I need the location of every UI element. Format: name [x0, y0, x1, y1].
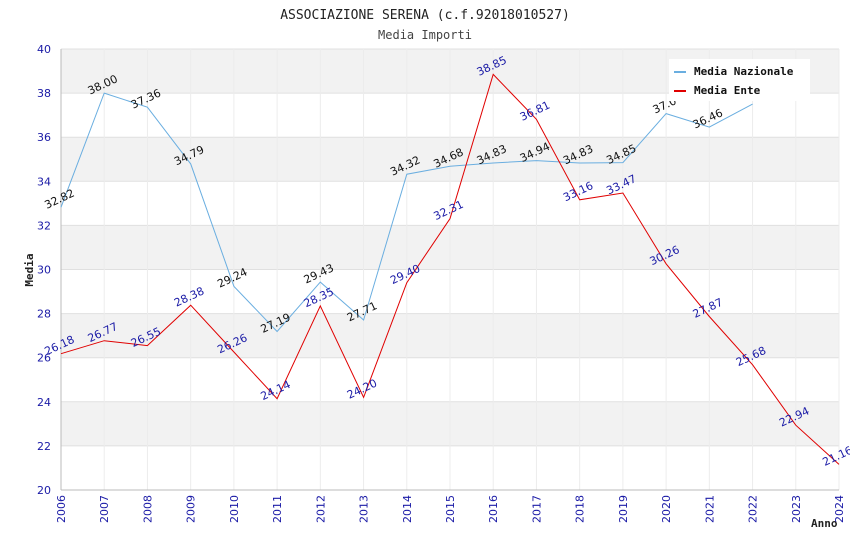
data-label: 28.35 — [302, 285, 336, 310]
legend-entry: Media Ente — [694, 84, 761, 97]
legend-box — [669, 59, 810, 101]
x-tick-label: 2007 — [98, 495, 111, 523]
series-lines — [60, 73, 840, 465]
x-tick-labels: 2006 2007 2008 2009 2010 2011 2012 2013 2014 2015… — [55, 495, 846, 523]
chart-title: ASSOCIAZIONE SERENA (c.f.92018010527) — [280, 8, 570, 23]
x-tick-label: 2013 — [358, 495, 371, 523]
data-label: 32.31 — [431, 198, 465, 223]
y-tick-label: 32 — [37, 219, 51, 232]
data-label: 33.16 — [561, 179, 595, 204]
data-label: 32.82 — [42, 187, 76, 212]
data-label: 24.20 — [345, 377, 379, 402]
data-label: 21.16 — [820, 444, 850, 469]
y-tick-label: 26 — [37, 352, 51, 365]
data-label: 28.38 — [172, 285, 206, 310]
data-label: 36.81 — [518, 99, 552, 124]
series-line-ente — [60, 73, 840, 465]
x-tick-label: 2014 — [401, 495, 414, 523]
y-axis-label: Media — [23, 253, 36, 286]
y-tick-labels: 20 22 24 26 28 30 32 34 36 38 40 — [37, 43, 51, 497]
y-tick-label: 30 — [37, 264, 51, 277]
y-tick-label: 20 — [37, 484, 51, 497]
y-tick-label: 38 — [37, 87, 51, 100]
gridlines — [60, 48, 840, 491]
y-tick-label: 24 — [37, 396, 51, 409]
x-tick-label: 2024 — [833, 495, 846, 523]
x-tick-label: 2012 — [314, 495, 327, 523]
legend: Media Nazionale Media Ente — [669, 59, 810, 101]
y-tick-label: 34 — [37, 175, 51, 188]
x-tick-label: 2016 — [487, 495, 500, 523]
x-tick-label: 2021 — [703, 495, 716, 523]
x-tick-label: 2006 — [55, 495, 68, 523]
x-tick-label: 2009 — [185, 495, 198, 523]
x-tick-label: 2011 — [271, 495, 284, 523]
data-label: 24.14 — [259, 378, 293, 403]
x-tick-label: 2023 — [790, 495, 803, 523]
x-axis-label: Anno — [811, 517, 838, 530]
y-tick-label: 40 — [37, 43, 51, 56]
x-tick-label: 2017 — [530, 495, 543, 523]
axes — [60, 49, 839, 491]
chart-subtitle: Media Importi — [378, 28, 472, 42]
x-tick-label: 2022 — [747, 495, 760, 523]
series-line-nazionale — [60, 92, 753, 333]
x-tick-label: 2019 — [617, 495, 630, 523]
y-tick-label: 36 — [37, 131, 51, 144]
x-tick-label: 2018 — [574, 495, 587, 523]
y-tick-label: 28 — [37, 308, 51, 321]
x-tick-label: 2008 — [141, 495, 154, 523]
x-tick-label: 2015 — [444, 495, 457, 523]
x-tick-label: 2010 — [228, 495, 241, 523]
x-tick-label: 2020 — [660, 495, 673, 523]
legend-entry: Media Nazionale — [694, 65, 794, 78]
y-tick-label: 22 — [37, 440, 51, 453]
data-label: 36.46 — [691, 106, 725, 131]
